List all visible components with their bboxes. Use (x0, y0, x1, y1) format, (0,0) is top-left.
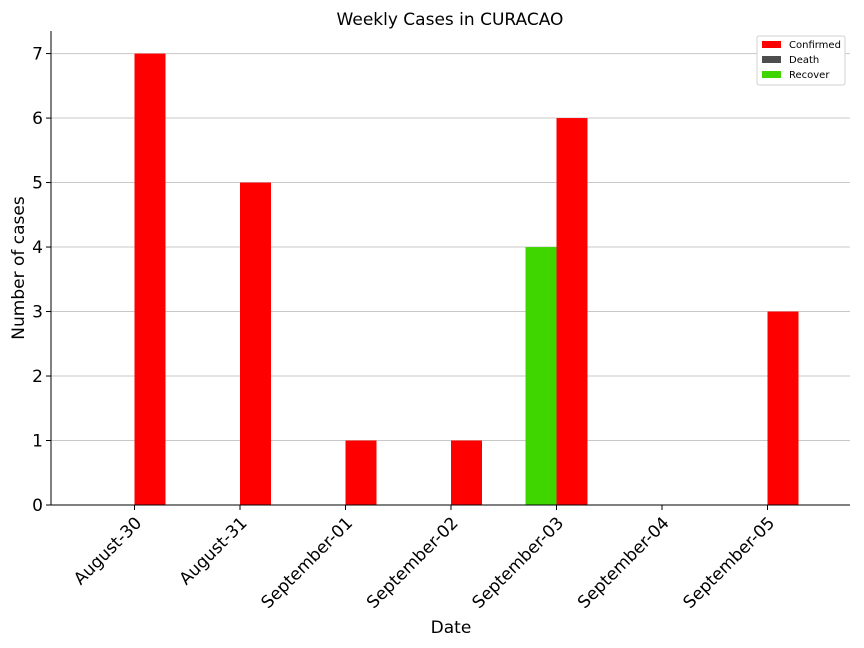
x-tick-label: August-30 (70, 513, 146, 589)
y-tick-label: 0 (32, 496, 43, 516)
x-tick-label: September-02 (363, 513, 462, 612)
legend-swatch-death (762, 56, 781, 63)
x-tick-label: September-05 (680, 513, 779, 612)
bar-confirmed (767, 311, 799, 505)
y-tick-label: 3 (32, 303, 43, 323)
x-ticks: August-30 August-31 September-01 September-… (70, 505, 779, 613)
y-tick-label: 6 (32, 109, 43, 129)
bar-confirmed (240, 182, 271, 505)
legend-swatch-confirmed (762, 41, 781, 48)
bar-confirmed (451, 440, 482, 505)
legend: Confirmed Death Recover (756, 35, 846, 86)
x-axis-label: Date (431, 618, 472, 638)
y-tick-label: 2 (32, 367, 43, 387)
bars-layer (134, 53, 799, 506)
legend-swatch-recover (762, 71, 781, 78)
legend-label-confirmed: Confirmed (789, 40, 841, 51)
grid-layer (51, 53, 850, 442)
y-axis-label: Number of cases (9, 196, 29, 340)
chart-title: Weekly Cases in CURACAO (337, 10, 564, 30)
bar-recover (525, 247, 557, 505)
x-tick-label: August-31 (176, 513, 252, 589)
x-tick-label: September-01 (258, 513, 357, 612)
y-tick-label: 1 (32, 432, 43, 452)
bar-confirmed (134, 53, 166, 505)
legend-label-death: Death (789, 55, 819, 66)
x-tick-label: September-04 (574, 513, 673, 612)
y-tick-label: 4 (32, 238, 43, 258)
y-ticks: 0 1 2 3 4 5 6 7 (32, 45, 51, 516)
y-tick-label: 7 (32, 45, 43, 65)
x-tick-label: September-03 (469, 513, 568, 612)
bar-confirmed (345, 440, 377, 505)
y-tick-label: 5 (32, 174, 43, 194)
legend-label-recover: Recover (789, 70, 830, 81)
bar-confirmed (556, 118, 588, 506)
